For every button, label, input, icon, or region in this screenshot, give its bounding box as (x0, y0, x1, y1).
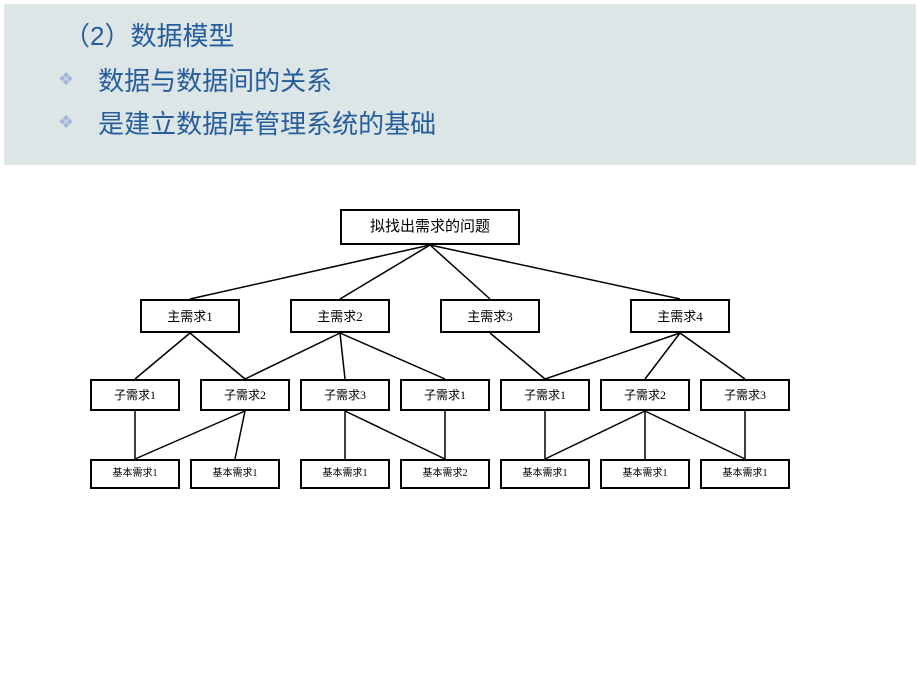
tree-node-m2: 主需求2 (290, 299, 390, 333)
edge (340, 333, 345, 379)
tree-node-d4: 基本需求2 (400, 459, 490, 489)
tree-node-s2: 子需求2 (200, 379, 290, 411)
edge (340, 333, 445, 379)
edge (190, 245, 430, 299)
edge (235, 411, 245, 459)
diamond-icon: ❖ (58, 112, 74, 133)
edge (545, 333, 680, 379)
tree-node-s6: 子需求2 (600, 379, 690, 411)
edge (345, 411, 445, 459)
edge (190, 333, 245, 379)
tree-node-d6: 基本需求1 (600, 459, 690, 489)
tree-node-root: 拟找出需求的问题 (340, 209, 520, 245)
bullet-text: 数据与数据间的关系 (98, 61, 332, 98)
edge (135, 411, 245, 459)
edge (430, 245, 680, 299)
tree-node-s1: 子需求1 (90, 379, 180, 411)
edge (430, 245, 490, 299)
edge (545, 411, 645, 459)
tree-node-s4: 子需求1 (400, 379, 490, 411)
tree-node-d3: 基本需求1 (300, 459, 390, 489)
edge (645, 333, 680, 379)
tree-node-d5: 基本需求1 (500, 459, 590, 489)
tree-node-d2: 基本需求1 (190, 459, 280, 489)
bullet-row-2: ❖ 是建立数据库管理系统的基础 (58, 104, 896, 141)
tree-node-d1: 基本需求1 (90, 459, 180, 489)
tree-node-d7: 基本需求1 (700, 459, 790, 489)
edge (645, 411, 745, 459)
tree-node-m3: 主需求3 (440, 299, 540, 333)
edge (490, 333, 545, 379)
edge (245, 333, 340, 379)
tree-diagram: 拟找出需求的问题主需求1 主需求2 主需求3 主需求4 子需求1 子需求2 子需求3 子需求1… (0, 169, 920, 649)
bullet-text: 是建立数据库管理系统的基础 (98, 104, 436, 141)
edge (135, 333, 190, 379)
bullet-row-1: ❖ 数据与数据间的关系 (58, 61, 896, 98)
tree-node-m4: 主需求4 (630, 299, 730, 333)
tree-node-s5: 子需求1 (500, 379, 590, 411)
edge (340, 245, 430, 299)
tree-node-m1: 主需求1 (140, 299, 240, 333)
section-title: （2）数据模型 (64, 16, 896, 53)
header-box: （2）数据模型 ❖ 数据与数据间的关系 ❖ 是建立数据库管理系统的基础 (4, 4, 916, 165)
diamond-icon: ❖ (58, 69, 74, 90)
edge (680, 333, 745, 379)
tree-node-s3: 子需求3 (300, 379, 390, 411)
tree-node-s7: 子需求3 (700, 379, 790, 411)
